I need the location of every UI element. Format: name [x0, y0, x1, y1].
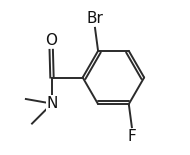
Text: O: O [45, 33, 57, 48]
Text: N: N [46, 96, 58, 111]
Text: Br: Br [87, 11, 103, 26]
Text: F: F [127, 129, 136, 144]
